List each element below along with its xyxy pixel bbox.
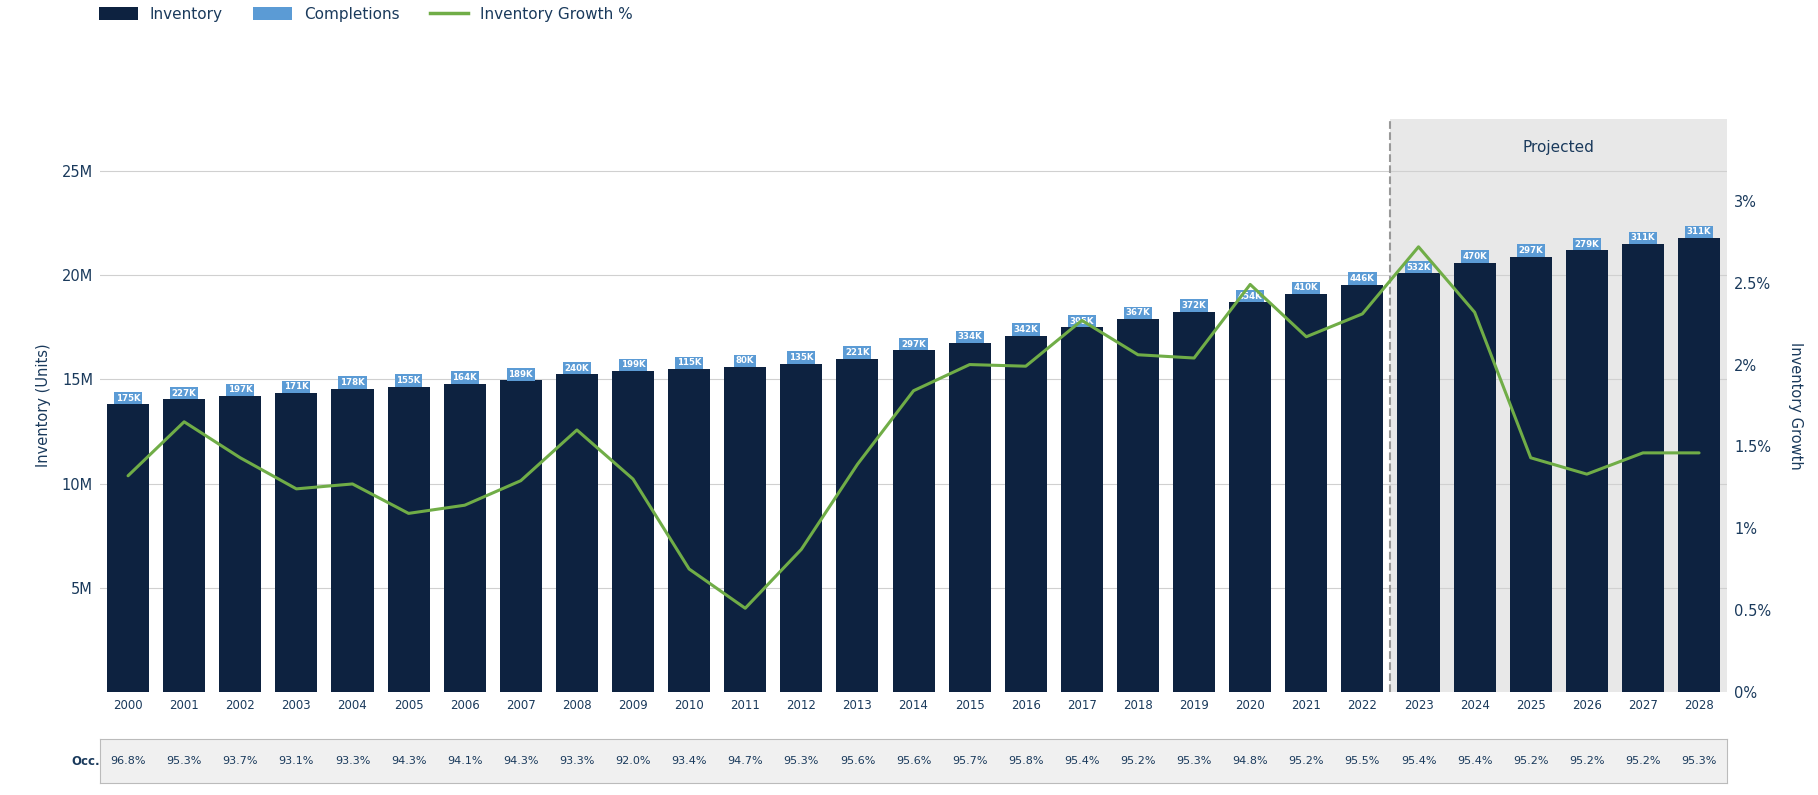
Text: 279K: 279K: [1574, 240, 1600, 249]
Text: 95.4%: 95.4%: [1400, 756, 1436, 766]
Text: 171K: 171K: [284, 382, 309, 391]
Text: 115K: 115K: [676, 359, 702, 367]
Text: 93.1%: 93.1%: [278, 756, 315, 766]
Text: 189K: 189K: [509, 370, 533, 378]
Bar: [331, 389, 373, 692]
Y-axis label: Inventory Growth: Inventory Growth: [1787, 342, 1803, 469]
Text: 311K: 311K: [1631, 234, 1654, 242]
Bar: [1116, 319, 1160, 692]
Bar: [1173, 312, 1214, 692]
Bar: [1391, 119, 1727, 692]
Text: 311K: 311K: [1687, 227, 1711, 236]
Y-axis label: Inventory (Units): Inventory (Units): [36, 343, 51, 467]
Text: 454K: 454K: [1238, 292, 1262, 301]
Bar: [893, 351, 934, 692]
Text: 95.5%: 95.5%: [1345, 756, 1380, 766]
Bar: [1005, 335, 1047, 692]
Text: Occ.: Occ.: [71, 754, 100, 768]
Text: 93.4%: 93.4%: [671, 756, 707, 766]
Text: 410K: 410K: [1294, 284, 1318, 293]
Bar: [1398, 273, 1440, 692]
Bar: [387, 386, 429, 692]
Bar: [444, 384, 485, 692]
Text: 80K: 80K: [736, 356, 754, 365]
Text: 395K: 395K: [1069, 316, 1094, 326]
Bar: [500, 381, 542, 692]
Text: 95.7%: 95.7%: [953, 756, 987, 766]
Text: 175K: 175K: [116, 394, 140, 403]
Bar: [780, 364, 822, 692]
Text: 93.3%: 93.3%: [335, 756, 371, 766]
Text: 94.3%: 94.3%: [391, 756, 427, 766]
Bar: [1622, 244, 1663, 692]
Bar: [220, 396, 262, 692]
Text: Projected: Projected: [1523, 140, 1594, 155]
Text: 178K: 178K: [340, 378, 365, 387]
Bar: [949, 343, 991, 692]
Bar: [1565, 250, 1607, 692]
Text: 372K: 372K: [1182, 301, 1207, 310]
Text: 93.7%: 93.7%: [222, 756, 258, 766]
Text: 95.4%: 95.4%: [1064, 756, 1100, 766]
Text: 94.1%: 94.1%: [447, 756, 482, 766]
Text: 95.4%: 95.4%: [1456, 756, 1493, 766]
Bar: [1509, 257, 1553, 692]
Bar: [1454, 263, 1496, 692]
Text: 197K: 197K: [227, 386, 253, 394]
Text: 92.0%: 92.0%: [614, 756, 651, 766]
Bar: [1342, 285, 1383, 692]
Text: 95.3%: 95.3%: [784, 756, 820, 766]
Text: 342K: 342K: [1013, 325, 1038, 334]
Text: 96.8%: 96.8%: [111, 756, 145, 766]
Text: 94.7%: 94.7%: [727, 756, 764, 766]
Text: 95.8%: 95.8%: [1007, 756, 1044, 766]
Text: 95.6%: 95.6%: [896, 756, 931, 766]
Text: 95.3%: 95.3%: [1176, 756, 1213, 766]
Text: 95.2%: 95.2%: [1569, 756, 1605, 766]
Text: 470K: 470K: [1462, 252, 1487, 262]
Text: 95.3%: 95.3%: [167, 756, 202, 766]
Text: 227K: 227K: [171, 389, 196, 398]
Text: 199K: 199K: [620, 360, 645, 370]
Bar: [1678, 238, 1720, 692]
Bar: [275, 393, 318, 692]
Text: 135K: 135K: [789, 353, 814, 363]
Bar: [613, 371, 654, 692]
Bar: [1285, 294, 1327, 692]
Text: 95.2%: 95.2%: [1120, 756, 1156, 766]
Text: 367K: 367K: [1125, 308, 1151, 317]
Text: 297K: 297K: [1518, 246, 1543, 255]
Bar: [164, 399, 205, 692]
Text: 334K: 334K: [958, 332, 982, 341]
Text: 95.2%: 95.2%: [1513, 756, 1549, 766]
Bar: [1062, 328, 1104, 692]
Bar: [724, 367, 765, 692]
Bar: [107, 405, 149, 692]
Text: 93.3%: 93.3%: [560, 756, 594, 766]
Bar: [1229, 302, 1271, 692]
Text: 164K: 164K: [453, 373, 476, 382]
Text: 95.6%: 95.6%: [840, 756, 874, 766]
Legend: Inventory, Completions, Inventory Growth %: Inventory, Completions, Inventory Growth…: [100, 6, 633, 21]
Bar: [836, 359, 878, 692]
Text: 240K: 240K: [565, 363, 589, 373]
Text: 446K: 446K: [1351, 274, 1374, 283]
Bar: [556, 374, 598, 692]
Bar: [667, 369, 711, 692]
Text: 95.2%: 95.2%: [1289, 756, 1324, 766]
Text: 221K: 221K: [845, 348, 869, 357]
Text: 532K: 532K: [1407, 262, 1431, 272]
Text: 94.3%: 94.3%: [504, 756, 538, 766]
Text: 297K: 297K: [902, 339, 925, 349]
Text: 95.2%: 95.2%: [1625, 756, 1660, 766]
Text: 155K: 155K: [396, 376, 420, 385]
Text: 94.8%: 94.8%: [1233, 756, 1267, 766]
Text: 95.3%: 95.3%: [1682, 756, 1716, 766]
